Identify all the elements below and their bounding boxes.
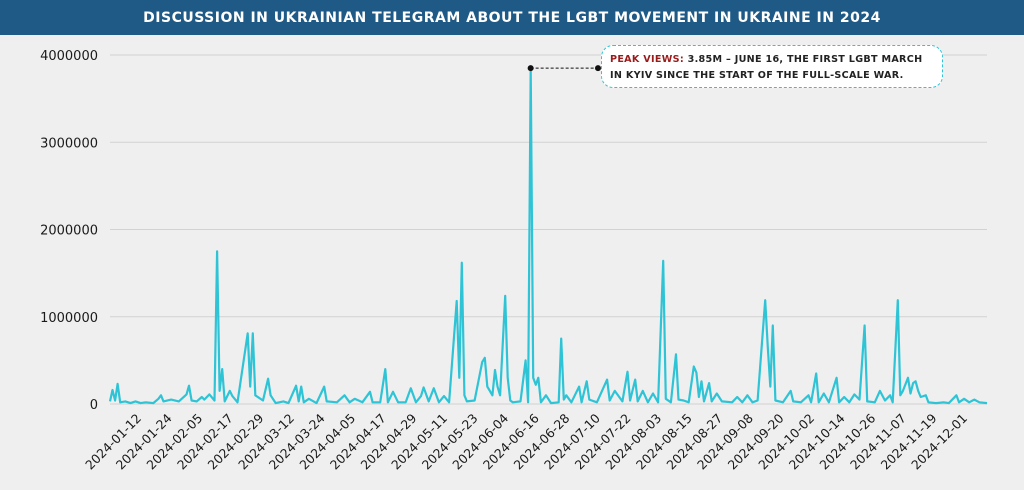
gridlines: [110, 54, 987, 405]
peak-callout: PEAK VIEWS: 3.85M – JUNE 16, THE FIRST L…: [601, 45, 943, 88]
y-tick-label: 4000000: [40, 49, 98, 64]
y-tick-label: 3000000: [40, 136, 98, 151]
chart-title: DISCUSSION IN UKRAINIAN TELEGRAM ABOUT T…: [143, 9, 881, 26]
annotation-dot-callout: [595, 65, 601, 72]
y-axis-ticks: 0 1000000 2000000 3000000 4000000: [40, 49, 98, 413]
x-axis-ticks: 2024-01-122024-01-242024-02-052024-02-17…: [82, 410, 970, 472]
series-line: [108, 66, 988, 405]
y-tick-label: 2000000: [40, 224, 98, 239]
y-tick-label: 0: [90, 398, 98, 413]
y-tick-label: 1000000: [40, 311, 98, 326]
callout-label: PEAK VIEWS:: [610, 54, 684, 65]
callout-text: 3.85M – JUNE 16, THE FIRST LGBT MARCH IN…: [610, 54, 923, 81]
title-banner: DISCUSSION IN UKRAINIAN TELEGRAM ABOUT T…: [0, 0, 1024, 35]
annotation-dot-peak: [527, 65, 534, 72]
